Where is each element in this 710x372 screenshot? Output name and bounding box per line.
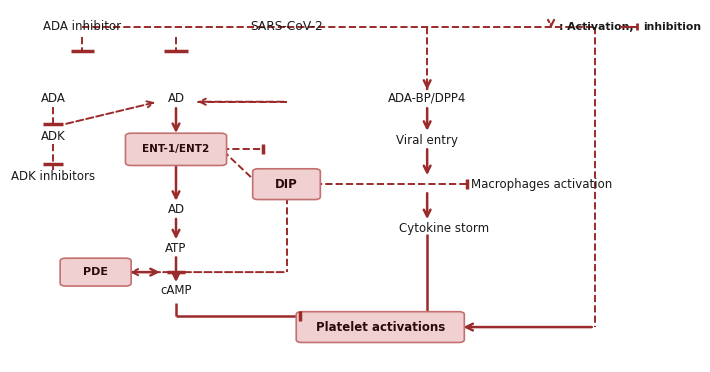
Text: Viral entry: Viral entry [396,134,458,147]
Text: AD: AD [168,203,185,217]
Text: AD: AD [168,92,185,105]
Text: ADA-BP/DPP4: ADA-BP/DPP4 [388,92,466,105]
Text: cAMP: cAMP [160,284,192,297]
Text: DIP: DIP [275,178,298,191]
Text: ADK: ADK [41,130,66,143]
Text: Macrophages activation: Macrophages activation [471,178,612,191]
Text: inhibition: inhibition [643,22,701,32]
FancyBboxPatch shape [60,258,131,286]
Text: : Activation,: : Activation, [559,22,634,32]
Text: PDE: PDE [83,267,108,277]
Text: Cytokine storm: Cytokine storm [399,222,489,235]
Text: SARS-CoV-2: SARS-CoV-2 [250,20,323,33]
FancyBboxPatch shape [126,133,226,166]
Text: ADK inhibitors: ADK inhibitors [11,170,96,183]
FancyBboxPatch shape [253,169,320,199]
FancyBboxPatch shape [296,312,464,343]
Text: Platelet activations: Platelet activations [316,321,445,334]
Text: ADA: ADA [41,92,66,105]
Text: ADA inhibitor: ADA inhibitor [43,20,121,33]
Text: ATP: ATP [165,242,187,255]
Text: ENT-1/ENT2: ENT-1/ENT2 [143,144,209,154]
